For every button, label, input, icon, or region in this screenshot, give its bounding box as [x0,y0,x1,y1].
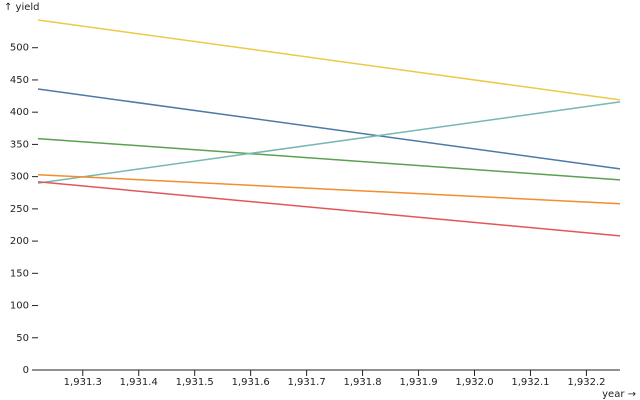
x-axis-label: year → [602,389,636,400]
y-tick-label: 250 [10,204,29,215]
x-tick-label: 1,931.6 [232,377,270,388]
series-line [37,88,621,170]
y-tick-label: 150 [10,268,29,279]
x-tick-label: 1,931.3 [64,377,102,388]
x-tick-label: 1,931.4 [120,377,158,388]
series-line [37,137,621,181]
y-tick-label: 350 [10,139,29,150]
x-tick-label: 1,931.7 [288,377,326,388]
y-tick-label: 300 [10,172,29,183]
x-tick-label: 1,931.8 [343,377,381,388]
y-tick-label: 0 [23,365,29,376]
y-axis-label: ↑ yield [4,2,40,13]
y-tick-label: 500 [10,43,29,54]
y-tick-label: 50 [16,333,29,344]
series-line [37,181,621,237]
series-line [37,19,621,101]
series-line [37,173,621,205]
x-tick-label: 1,931.9 [399,377,437,388]
x-tick-label: 1,931.5 [176,377,214,388]
x-tick-label: 1,932.2 [567,377,605,388]
y-tick-label: 450 [10,75,29,86]
series-line [37,101,621,184]
y-tick-label: 400 [10,107,29,118]
y-tick-label: 200 [10,236,29,247]
x-tick-label: 1,932.1 [511,377,549,388]
x-tick-label: 1,932.0 [455,377,493,388]
y-tick-label: 100 [10,301,29,312]
